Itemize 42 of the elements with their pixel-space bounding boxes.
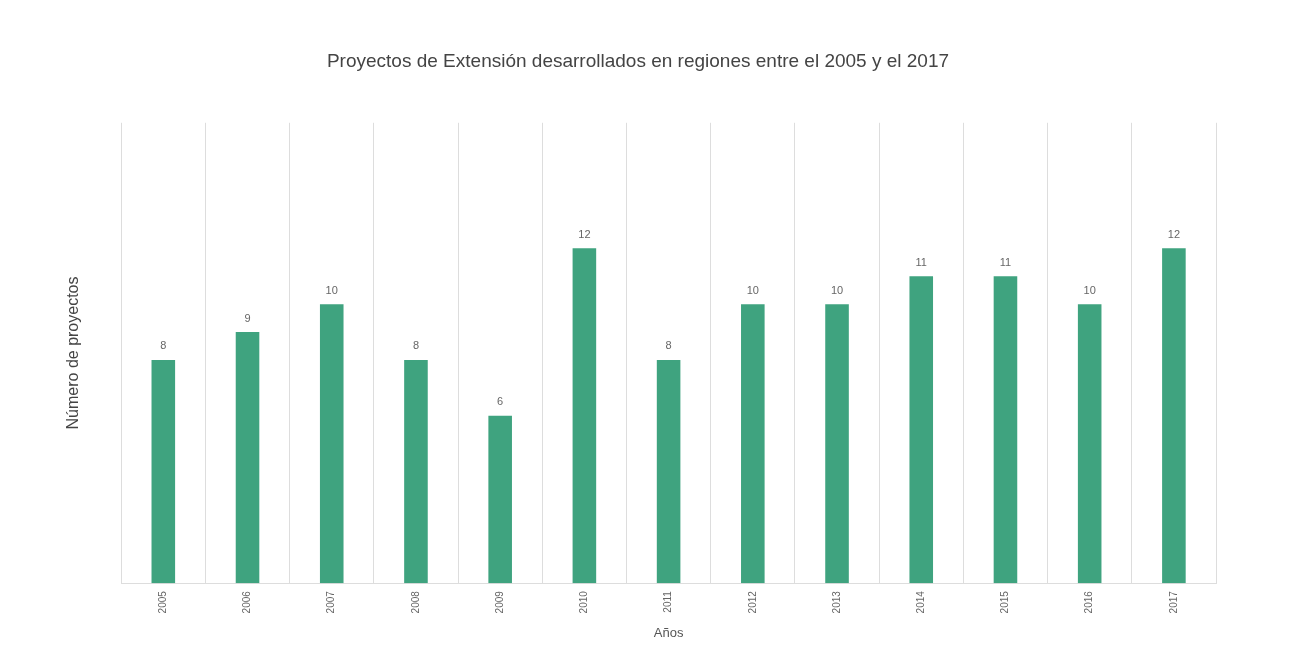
data-label: 12 [578,227,591,240]
data-label: 6 [497,395,504,408]
x-tick-label: 2006 [241,590,253,614]
data-label: 8 [160,339,167,352]
data-label: 10 [325,283,338,296]
data-label: 8 [665,339,672,352]
data-label: 10 [830,283,844,296]
bar [235,332,260,584]
data-label: 12 [1167,227,1181,240]
x-tick-label: 2012 [746,590,758,614]
x-tick-label: 2008 [409,590,421,614]
y-axis-title: Número de proyectos [64,276,82,430]
bar [993,276,1018,584]
bar [151,359,176,584]
bar [909,276,934,584]
data-label: 9 [244,311,251,324]
bar [404,359,428,584]
data-label: 10 [746,283,759,296]
x-tick-label: 2005 [157,590,169,614]
x-tick-label: 2011 [662,590,674,613]
x-tick-label: 2015 [999,590,1011,614]
chart-title: Proyectos de Extensión desarrollados en regiones entre el 2005 y el 2017 [326,49,950,71]
data-label: 10 [1083,283,1096,296]
x-tick-label: 2007 [325,590,337,614]
x-tick-label: 2014 [915,590,926,614]
bar [488,415,512,584]
x-tick-label: 2010 [578,590,590,614]
bar [656,359,681,584]
data-label: 11 [915,255,927,268]
bar [741,304,765,584]
x-axis-title: Años [653,624,684,640]
data-label: 11 [999,255,1012,268]
x-tick-label: 2017 [1167,590,1179,614]
bar [572,248,597,584]
bar [825,304,849,584]
x-tick-label: 2013 [830,590,842,614]
data-label: 8 [412,339,420,352]
bar [1162,248,1186,584]
bar [1077,304,1102,584]
bar [319,304,344,584]
x-tick-label: 2016 [1083,590,1095,614]
x-tick-label: 2009 [493,590,505,614]
